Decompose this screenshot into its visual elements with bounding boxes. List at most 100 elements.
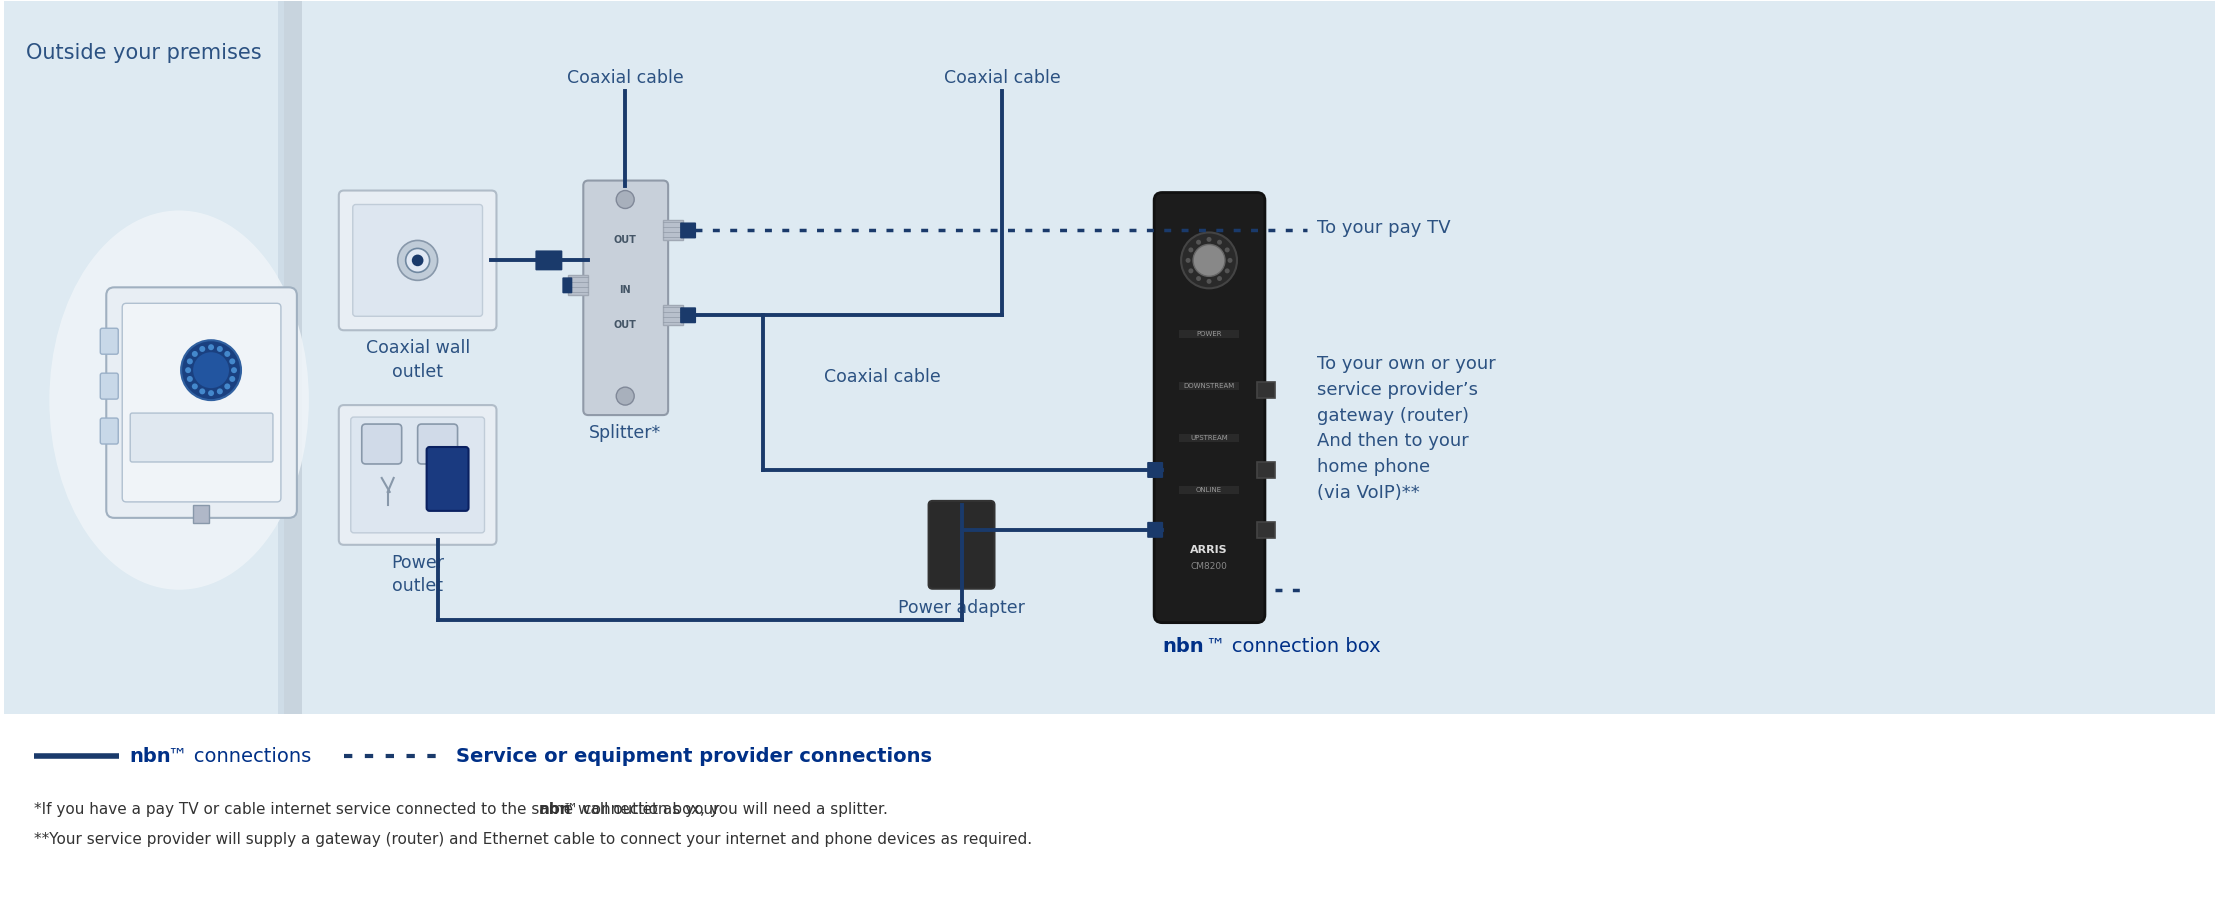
Text: nbn: nbn [538,803,571,817]
Bar [277,1,284,714]
Circle shape [230,358,235,365]
Text: Power adapter: Power adapter [897,599,1026,616]
Circle shape [217,388,224,395]
FancyBboxPatch shape [339,405,496,545]
Text: nbn: nbn [128,747,171,766]
Text: OUT: OUT [614,235,636,245]
Bar [284,1,301,714]
FancyBboxPatch shape [361,424,401,464]
Text: POWER: POWER [1196,331,1223,338]
Circle shape [405,248,430,272]
Circle shape [1196,276,1201,281]
Text: Coaxial wall
outlet: Coaxial wall outlet [365,339,470,381]
Circle shape [1225,247,1229,252]
Bar [193,505,208,523]
Circle shape [616,191,633,208]
FancyBboxPatch shape [680,223,696,238]
Text: ONLINE: ONLINE [1196,487,1223,493]
FancyBboxPatch shape [1154,193,1265,623]
FancyBboxPatch shape [583,181,669,415]
Bar [1178,382,1238,390]
Circle shape [224,351,230,357]
FancyBboxPatch shape [928,500,995,589]
Circle shape [1194,244,1225,276]
Text: To your own or your
service provider’s
gateway (router)
And then to your
home ph: To your own or your service provider’s g… [1318,355,1495,501]
Circle shape [208,390,215,396]
FancyBboxPatch shape [419,424,459,464]
Circle shape [1216,276,1223,281]
Text: Splitter*: Splitter* [589,424,662,442]
Circle shape [1227,258,1232,262]
Bar [4,714,2215,904]
Bar [4,1,2215,714]
Circle shape [208,344,215,350]
Text: Power
outlet: Power outlet [392,554,445,595]
Text: ™ connection box: ™ connection box [1205,636,1380,655]
Text: Coaxial cable: Coaxial cable [824,368,941,386]
Circle shape [412,255,423,265]
Ellipse shape [49,211,308,590]
Circle shape [1185,258,1192,262]
Circle shape [1189,247,1194,252]
Circle shape [199,346,206,352]
FancyBboxPatch shape [106,287,297,518]
Text: Outside your premises: Outside your premises [27,43,261,62]
Bar [1178,486,1238,494]
Circle shape [186,367,190,373]
Text: UPSTREAM: UPSTREAM [1189,435,1227,441]
Text: **Your service provider will supply a gateway (router) and Ethernet cable to con: **Your service provider will supply a ga… [35,833,1032,847]
FancyBboxPatch shape [1256,462,1276,478]
FancyBboxPatch shape [680,308,696,323]
Circle shape [186,376,193,382]
FancyBboxPatch shape [100,329,117,354]
Text: nbn: nbn [1163,636,1205,655]
FancyBboxPatch shape [1256,382,1276,398]
Text: CM8200: CM8200 [1192,562,1227,571]
Text: OUT: OUT [614,320,636,330]
Circle shape [1189,269,1194,273]
Text: ARRIS: ARRIS [1189,545,1227,555]
FancyBboxPatch shape [1147,462,1163,478]
Text: ™ connection box, you will need a splitter.: ™ connection box, you will need a splitt… [563,803,888,817]
FancyBboxPatch shape [662,305,682,325]
Text: To your pay TV: To your pay TV [1318,219,1451,237]
Text: *If you have a pay TV or cable internet service connected to the same wall outle: *If you have a pay TV or cable internet … [35,803,724,817]
Text: DOWNSTREAM: DOWNSTREAM [1183,383,1234,389]
FancyBboxPatch shape [569,275,589,295]
FancyBboxPatch shape [100,373,117,399]
Circle shape [1207,279,1212,284]
FancyBboxPatch shape [100,418,117,444]
Circle shape [1196,240,1201,244]
FancyBboxPatch shape [1256,522,1276,538]
Circle shape [199,388,206,395]
Circle shape [230,376,235,382]
Circle shape [616,387,633,405]
FancyBboxPatch shape [1147,522,1163,538]
Bar [1178,330,1238,338]
FancyBboxPatch shape [350,417,485,533]
Text: ™ connections: ™ connections [168,747,312,766]
Text: Coaxial cable: Coaxial cable [567,69,684,87]
Circle shape [1207,237,1212,242]
Text: Service or equipment provider connections: Service or equipment provider connection… [456,747,933,766]
FancyBboxPatch shape [122,303,281,502]
FancyBboxPatch shape [662,221,682,241]
FancyBboxPatch shape [536,251,563,271]
Text: Coaxial cable: Coaxial cable [944,69,1061,87]
Circle shape [193,351,197,357]
Circle shape [230,367,237,373]
Circle shape [1225,269,1229,273]
Circle shape [1216,240,1223,244]
FancyBboxPatch shape [131,413,272,462]
FancyBboxPatch shape [427,447,470,511]
Circle shape [193,352,228,388]
Bar [1178,434,1238,442]
Circle shape [224,384,230,389]
FancyBboxPatch shape [339,191,496,330]
Circle shape [193,384,197,389]
Circle shape [399,241,439,281]
FancyBboxPatch shape [563,277,571,293]
Circle shape [182,340,241,400]
FancyBboxPatch shape [352,205,483,316]
Circle shape [217,346,224,352]
